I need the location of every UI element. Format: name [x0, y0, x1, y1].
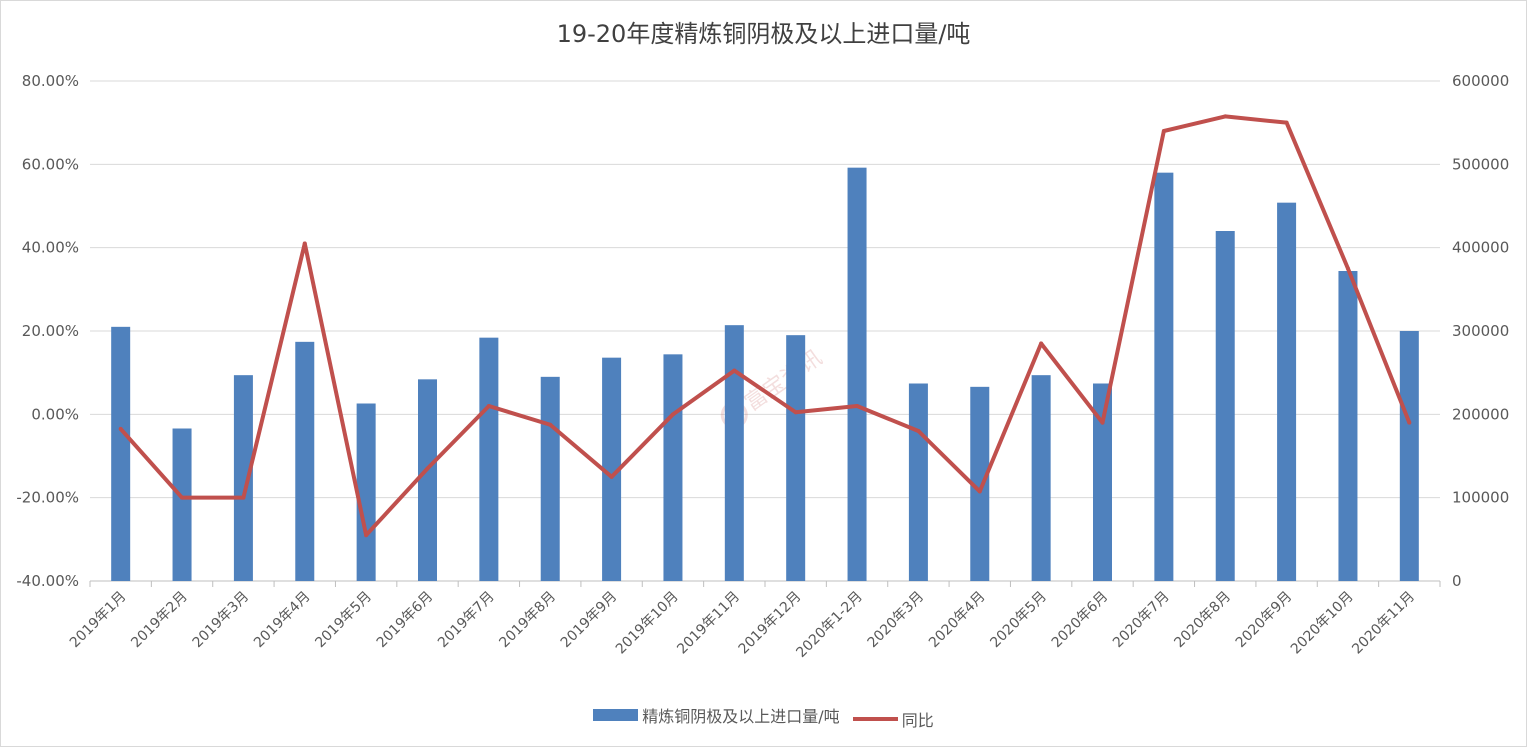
x-axis-tick-label: 2019年5月 — [312, 589, 375, 652]
left-axis-tick-label: -20.00% — [16, 489, 79, 507]
bar — [418, 379, 437, 581]
x-axis-tick-label: 2019年4月 — [251, 589, 314, 652]
line-point — [241, 495, 246, 500]
left-axis-tick-label: 80.00% — [22, 72, 79, 90]
x-axis-tick-label: 2020年5月 — [987, 589, 1050, 652]
legend: 精炼铜阴极及以上进口量/吨 同比 — [0, 703, 1527, 731]
bar — [786, 335, 806, 581]
x-axis-tick-label: 2020年7月 — [1110, 589, 1173, 652]
line-point — [364, 533, 369, 538]
line-point — [793, 410, 798, 415]
x-axis-tick-label: 2020年10月 — [1288, 589, 1357, 658]
line-point — [1284, 120, 1289, 125]
bar — [970, 386, 990, 581]
line-point — [302, 241, 307, 246]
legend-label-line: 同比 — [901, 711, 934, 730]
legend-bar-swatch — [593, 709, 639, 721]
x-axis-tick-label: 2019年6月 — [374, 589, 437, 652]
line-point — [548, 422, 553, 427]
bar — [1093, 383, 1112, 581]
right-axis-tick-label: 600000 — [1452, 72, 1509, 90]
left-axis-tick-label: 0.00% — [31, 405, 79, 423]
line-point — [916, 429, 921, 433]
left-axis-tick-label: 20.00% — [22, 322, 79, 340]
bar — [233, 375, 253, 581]
bar — [908, 383, 928, 581]
left-axis-tick-label: 40.00% — [22, 239, 79, 257]
right-axis-tick-label: 400000 — [1452, 239, 1509, 257]
bar — [602, 357, 622, 581]
line-point — [425, 466, 430, 471]
x-axis-tick-label: 2019年11月 — [674, 589, 743, 658]
grid-lines — [89, 80, 1441, 587]
bar — [356, 403, 376, 581]
x-axis-tick-label: 2020年4月 — [926, 589, 989, 652]
bar — [1031, 375, 1051, 581]
bar — [1277, 202, 1297, 581]
line-point — [1100, 420, 1105, 425]
line-point — [670, 412, 675, 417]
bar — [295, 341, 315, 581]
line-point — [1039, 341, 1044, 346]
bar — [1215, 231, 1235, 581]
left-axis-tick-label: 60.00% — [22, 155, 79, 173]
bar — [172, 428, 192, 581]
x-axis-tick-label: 2019年3月 — [190, 589, 253, 652]
x-axis-tick-label: 2020年11月 — [1349, 589, 1418, 658]
line-point — [732, 368, 737, 373]
x-axis-tick-label: 2019年10月 — [613, 589, 682, 658]
bar — [479, 337, 499, 581]
x-axis-tick-label: 2019年8月 — [496, 589, 559, 652]
bar — [540, 376, 560, 581]
line-point — [1161, 129, 1166, 133]
x-axis-tick-label: 2019年2月 — [128, 589, 191, 652]
x-axis-tick-label: 2020年8月 — [1171, 589, 1234, 652]
legend-label-bars: 精炼铜阴极及以上进口量/吨 — [642, 707, 840, 726]
bar — [111, 326, 131, 581]
bar — [1399, 331, 1419, 581]
line-point — [1407, 420, 1412, 425]
bar — [663, 354, 683, 581]
right-axis-tick-label: 200000 — [1452, 405, 1509, 423]
right-axis-tick-label: 500000 — [1452, 155, 1509, 173]
line-point — [1345, 266, 1350, 271]
bar — [724, 325, 744, 581]
legend-item-bars: 精炼铜阴极及以上进口量/吨 — [593, 703, 840, 727]
x-axis-tick-label: 2019年1月 — [67, 589, 130, 652]
x-axis-tick-label: 2020年1-2月 — [793, 589, 865, 661]
right-axis-tick-label: 100000 — [1452, 489, 1509, 507]
line-point — [180, 495, 185, 500]
x-axis-tick-label: 2020年3月 — [865, 589, 928, 652]
line-point — [118, 426, 123, 431]
right-axis-tick-label: 300000 — [1452, 322, 1509, 340]
bar — [847, 167, 867, 581]
x-axis-tick-label: 2020年6月 — [1049, 589, 1112, 652]
line-point — [486, 404, 491, 408]
x-axis-tick-label: 2019年9月 — [558, 589, 621, 652]
x-axis-tick-label: 2019年12月 — [736, 589, 805, 658]
bar — [1154, 172, 1174, 581]
legend-line-swatch — [852, 717, 898, 721]
line-point — [609, 474, 614, 479]
line-point — [1223, 114, 1228, 119]
line-point — [855, 404, 860, 408]
left-axis-tick-label: -40.00% — [16, 572, 79, 590]
x-axis-tick-label: 2020年9月 — [1233, 589, 1296, 652]
legend-item-line: 同比 — [852, 707, 934, 731]
right-axis-tick-label: 0 — [1452, 572, 1462, 590]
bar — [1338, 271, 1358, 581]
x-axis-tick-label: 2019年7月 — [435, 589, 498, 652]
line-point — [977, 489, 982, 494]
chart-title: 19-20年度精炼铜阴极及以上进口量/吨 — [556, 20, 971, 48]
yoy-line — [119, 114, 1412, 538]
